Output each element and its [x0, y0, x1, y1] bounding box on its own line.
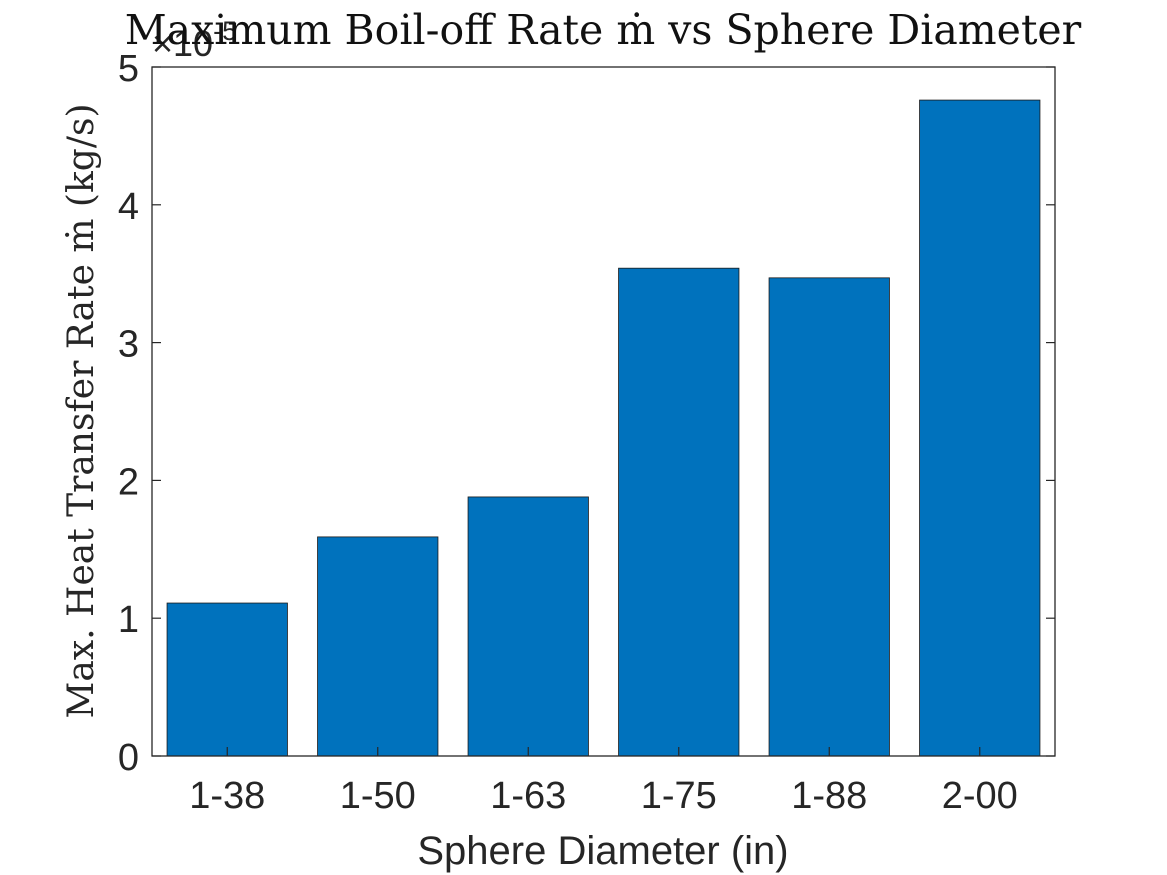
bar-1-63 — [467, 496, 589, 757]
y-tick-label: 5 — [118, 48, 139, 90]
bar-1-88 — [768, 277, 890, 757]
y-tick-label: 3 — [118, 324, 139, 366]
x-tick-label: 1-75 — [641, 775, 717, 817]
x-tick-labels: 1-38 1-50 1-63 1-75 1-88 2-00 — [189, 775, 1018, 817]
bar-2-00 — [919, 99, 1041, 757]
bar-1-50 — [317, 536, 439, 757]
y-tick-label: 4 — [118, 186, 139, 228]
bars-group — [166, 99, 1041, 757]
x-tick-label: 1-88 — [791, 775, 867, 817]
x-tick-label: 2-00 — [942, 775, 1018, 817]
x-axis-label: Sphere Diameter (in) — [417, 829, 788, 873]
chart-title: Maximum Boil-off Rate ṁ vs Sphere Diamet… — [125, 6, 1082, 54]
y-tick-label: 1 — [118, 599, 139, 641]
y-axis-label: Max. Heat Transfer Rate ṁ (kg/s) — [61, 104, 102, 719]
y-tick-label: 2 — [118, 461, 139, 503]
bar-1-75 — [618, 267, 740, 757]
bar-1-38 — [166, 602, 288, 757]
x-tick-label: 1-50 — [340, 775, 416, 817]
y-exponent-label: ×10-5 — [152, 16, 237, 64]
x-tick-label: 1-63 — [490, 775, 566, 817]
y-tick-label: 0 — [118, 737, 139, 779]
x-tick-label: 1-38 — [189, 775, 265, 817]
y-tick-labels: 0 1 2 3 4 5 — [118, 48, 139, 779]
plot-area-box — [151, 66, 1056, 757]
tick-marks — [152, 66, 1055, 757]
